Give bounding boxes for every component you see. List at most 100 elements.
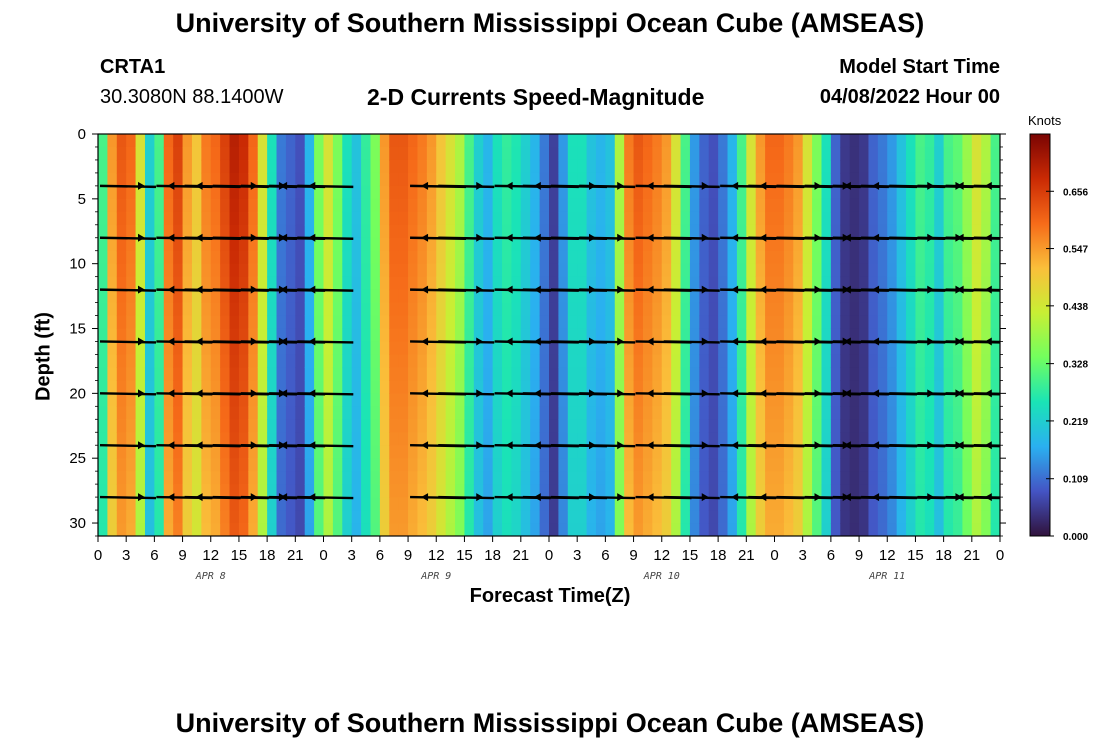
heatmap-cell: [689, 497, 700, 511]
heatmap-cell: [276, 263, 287, 278]
heatmap-cell: [774, 315, 785, 330]
heatmap-cell: [417, 432, 428, 446]
heatmap-cell: [304, 419, 315, 433]
heatmap-cell: [182, 445, 193, 459]
heatmap-cell: [642, 224, 653, 239]
heatmap-cell: [896, 523, 907, 536]
heatmap-cell: [126, 523, 137, 536]
heatmap-cell: [408, 224, 419, 239]
heatmap-cell: [896, 484, 907, 498]
heatmap-cell: [727, 185, 738, 200]
heatmap-cell: [877, 367, 888, 381]
heatmap-cell: [285, 393, 296, 407]
current-vector: [438, 493, 495, 502]
heatmap-cell: [173, 211, 184, 226]
heatmap-cell: [906, 134, 917, 148]
heatmap-cell: [793, 198, 804, 213]
heatmap-cell: [990, 159, 1000, 174]
heatmap-cell: [210, 198, 221, 213]
heatmap-cell: [680, 237, 691, 252]
heatmap-cell: [652, 393, 663, 407]
heatmap-cell: [370, 146, 381, 161]
heatmap-cell: [605, 224, 616, 239]
heatmap-cell: [144, 432, 155, 446]
heatmap-cell: [981, 484, 992, 498]
heatmap-cell: [154, 445, 165, 459]
current-vector: [973, 233, 1000, 242]
heatmap-cell: [595, 198, 606, 213]
heatmap-cell: [220, 341, 231, 356]
heatmap-cell: [830, 185, 841, 200]
heatmap-cell: [238, 250, 249, 265]
heatmap-cell: [116, 419, 127, 433]
heatmap-cell: [295, 237, 306, 252]
heatmap-cell: [915, 445, 926, 459]
heatmap-cell: [285, 302, 296, 317]
heatmap-cell: [671, 315, 682, 330]
heatmap-cell: [229, 367, 240, 381]
heatmap-cell: [455, 497, 466, 511]
heatmap-cell: [342, 510, 353, 524]
heatmap-cell: [830, 445, 841, 459]
heatmap-cell: [295, 289, 306, 304]
heatmap-cell: [539, 354, 550, 369]
heatmap-cell: [924, 341, 935, 356]
heatmap-cell: [746, 341, 757, 356]
heatmap-cell: [689, 406, 700, 420]
heatmap-cell: [323, 289, 334, 304]
heatmap-cell: [389, 224, 400, 239]
heatmap-cell: [351, 250, 362, 265]
heatmap-cell: [718, 484, 729, 498]
heatmap-cell: [990, 432, 1000, 446]
heatmap-cell: [633, 393, 644, 407]
heatmap-cell: [812, 523, 823, 536]
heatmap-cell: [107, 172, 118, 187]
heatmap-cell: [295, 458, 306, 472]
heatmap-cell: [802, 354, 813, 369]
heatmap-cell: [464, 419, 475, 433]
heatmap-cell: [755, 510, 766, 524]
heatmap-cell: [802, 289, 813, 304]
heatmap-cell: [896, 458, 907, 472]
heatmap-cell: [539, 367, 550, 381]
heatmap-cell: [642, 172, 653, 187]
heatmap-cell: [887, 341, 898, 356]
heatmap-cell: [483, 263, 494, 278]
heatmap-cell: [389, 471, 400, 485]
station-id: CRTA1: [100, 56, 166, 78]
heatmap-cell: [417, 510, 428, 524]
heatmap-cell: [840, 172, 851, 187]
heatmap-cell: [398, 146, 409, 161]
heatmap-cell: [642, 276, 653, 291]
heatmap-cell: [549, 367, 559, 381]
heatmap-cell: [323, 458, 334, 472]
heatmap-cell: [783, 315, 794, 330]
heatmap-cell: [718, 172, 729, 187]
heatmap-cell: [633, 510, 644, 524]
heatmap-cell: [210, 302, 221, 317]
x-tick-label: 9: [404, 547, 412, 564]
heatmap-cell: [530, 432, 541, 446]
heatmap-cell: [595, 315, 606, 330]
heatmap-cell: [840, 432, 851, 446]
heatmap-cell: [642, 302, 653, 317]
heatmap-cell: [896, 250, 907, 265]
heatmap-cell: [539, 341, 550, 356]
heatmap-cell: [699, 211, 710, 226]
heatmap-cell: [971, 276, 982, 291]
heatmap-cell: [689, 185, 700, 200]
heatmap-cell: [201, 315, 212, 330]
heatmap-cell: [586, 432, 597, 446]
heatmap-cell: [736, 263, 747, 278]
heatmap-cell: [464, 523, 475, 536]
heatmap-cell: [98, 302, 108, 317]
heatmap-cell: [971, 484, 982, 498]
heatmap-cell: [398, 367, 409, 381]
heatmap-cell: [492, 367, 503, 381]
heatmap-cell: [304, 159, 315, 174]
heatmap-cell: [906, 484, 917, 498]
model-start-value: 04/08/2022 Hour 00: [819, 86, 1000, 108]
heatmap-cell: [464, 432, 475, 446]
heatmap-cell: [774, 185, 785, 200]
heatmap-cell: [285, 263, 296, 278]
